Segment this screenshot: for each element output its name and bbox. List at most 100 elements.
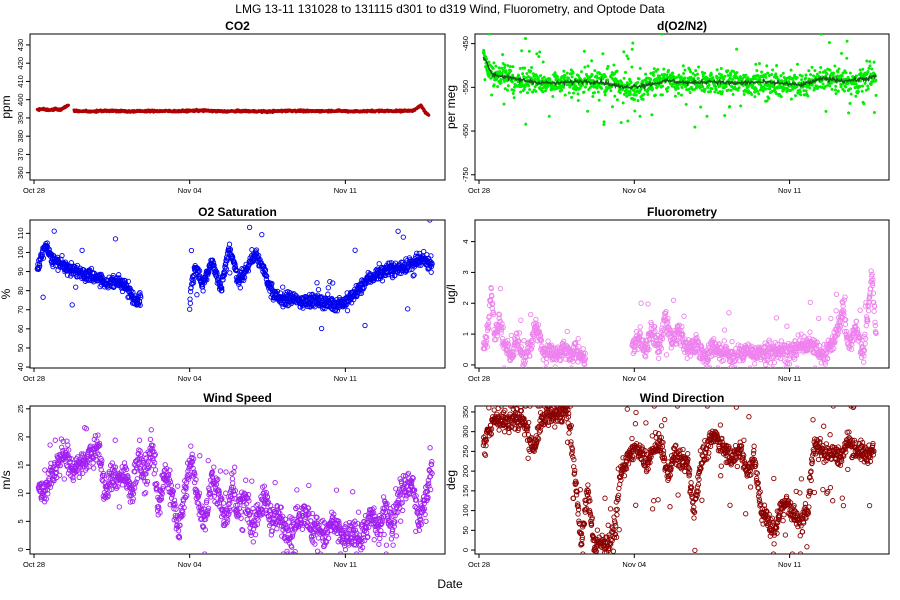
data-point <box>821 82 825 86</box>
data-point <box>274 288 281 295</box>
data-point <box>638 66 642 70</box>
data-point <box>657 74 662 78</box>
data-point <box>722 77 726 81</box>
data-point <box>683 68 687 72</box>
data-point <box>211 262 217 268</box>
data-point <box>763 73 767 77</box>
data-point <box>761 89 765 93</box>
data-series <box>481 34 878 129</box>
data-point <box>40 255 47 261</box>
data-point <box>497 66 501 70</box>
data-point <box>656 355 662 362</box>
data-point <box>665 89 669 93</box>
data-point <box>827 41 831 45</box>
data-point <box>519 90 523 94</box>
data-point <box>750 92 754 97</box>
x-tick-label: Oct 28 <box>468 374 490 383</box>
data-point <box>844 85 848 89</box>
data-point <box>219 287 225 294</box>
data-point <box>644 341 650 347</box>
data-point <box>44 240 50 246</box>
data-point <box>771 359 778 366</box>
data-point <box>51 228 57 234</box>
data-point <box>563 74 567 78</box>
data-point <box>840 51 844 55</box>
data-point <box>777 92 782 96</box>
data-point <box>592 91 597 95</box>
data-point <box>789 68 793 72</box>
data-point <box>566 356 573 362</box>
data-point <box>848 71 852 75</box>
data-point <box>643 349 649 355</box>
x-tick-label: Nov 11 <box>334 374 357 383</box>
data-point <box>660 34 664 36</box>
data-point <box>503 87 507 91</box>
data-point <box>492 61 496 65</box>
data-point <box>187 288 194 295</box>
y-tick-label: 360 <box>16 166 25 179</box>
data-point <box>610 105 615 109</box>
data-point <box>502 102 506 106</box>
y-tick-label: 380 <box>16 130 25 143</box>
data-point <box>579 70 584 74</box>
data-point <box>194 292 200 298</box>
data-point <box>137 289 143 296</box>
data-point <box>40 294 46 300</box>
data-point <box>485 325 492 332</box>
data-point <box>622 50 626 54</box>
data-point <box>708 89 713 94</box>
data-point <box>755 69 759 73</box>
data-point <box>673 94 677 98</box>
data-point <box>327 278 333 285</box>
data-point <box>534 324 540 331</box>
data-point <box>833 88 838 92</box>
data-point <box>652 73 656 77</box>
data-point <box>746 89 751 93</box>
data-point <box>767 96 771 100</box>
data-point <box>543 89 548 93</box>
data-point <box>59 252 65 259</box>
data-point <box>844 71 848 75</box>
y-tick-label: 2 <box>461 301 470 305</box>
data-point <box>280 284 286 290</box>
data-point <box>667 327 673 334</box>
data-point <box>744 73 748 77</box>
data-point <box>747 365 753 368</box>
data-point <box>606 64 610 68</box>
data-point <box>721 338 727 344</box>
data-point <box>539 74 543 78</box>
data-point <box>651 330 657 336</box>
data-point <box>606 78 610 82</box>
data-point <box>870 67 874 71</box>
data-point <box>188 247 195 254</box>
data-point <box>483 334 490 340</box>
y-tick-label: 370 <box>16 148 25 161</box>
data-point <box>597 98 601 102</box>
data-point <box>490 311 497 318</box>
data-point <box>580 350 587 356</box>
data-point <box>411 272 417 278</box>
data-point <box>691 71 695 76</box>
data-point <box>836 70 840 74</box>
data-point <box>280 296 287 302</box>
data-point <box>650 113 654 117</box>
data-point <box>362 322 368 329</box>
data-point <box>583 65 587 69</box>
data-point <box>533 77 537 81</box>
data-point <box>489 293 495 299</box>
data-point <box>486 313 492 319</box>
data-point <box>485 324 491 331</box>
data-point <box>597 83 601 87</box>
data-point <box>621 101 625 105</box>
data-point <box>656 341 663 347</box>
plot-frame <box>29 33 446 181</box>
data-point <box>779 74 783 78</box>
data-point <box>854 94 858 98</box>
y-axis-label: per meg <box>444 85 458 129</box>
data-point <box>427 113 431 117</box>
data-point <box>695 339 701 346</box>
y-tick-label: 40 <box>16 363 25 371</box>
data-point <box>630 47 634 51</box>
